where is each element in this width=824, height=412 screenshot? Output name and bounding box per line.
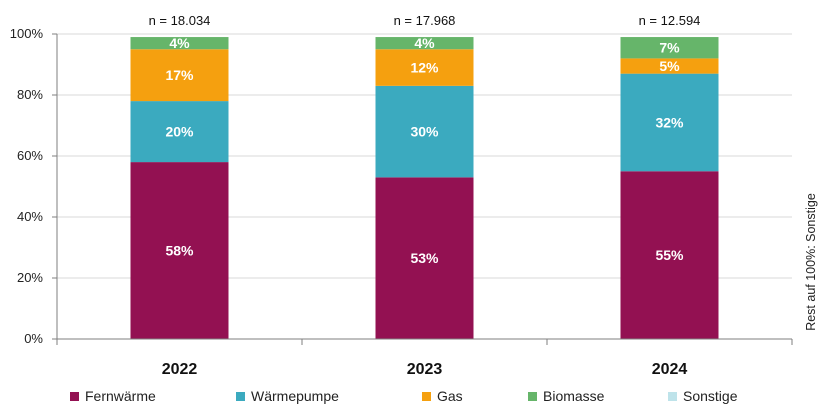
bar-2024-wärmepumpe (620, 73, 719, 172)
x-category-label-2023: 2023 (407, 361, 443, 378)
bar-2023-biomasse (375, 37, 474, 50)
legend-label-biomasse: Biomasse (543, 388, 605, 404)
legend: Fernwärme Wärmepumpe Gas Biomasse Sonstige (70, 388, 738, 404)
y-tick-label-0: 0% (24, 331, 43, 346)
bar-2023-wärmepumpe (375, 85, 474, 178)
data-label-2024-wärmepumpe: 32% (655, 114, 684, 130)
bar-2023-fernwärme (375, 177, 474, 339)
bar-2022-fernwärme (130, 162, 229, 339)
axes (52, 33, 793, 345)
data-label-2023-gas: 12% (410, 60, 439, 76)
data-label-2024-fernwärme: 55% (655, 247, 684, 263)
legend-swatch-gas (422, 392, 431, 401)
bars (130, 37, 719, 339)
legend-label-wärmepumpe: Wärmepumpe (251, 388, 339, 404)
data-label-2022-wärmepumpe: 20% (165, 124, 194, 140)
data-label-2023-wärmepumpe: 30% (410, 124, 439, 140)
legend-label-fernwärme: Fernwärme (85, 388, 156, 404)
sample-size-label-2024: n = 12.594 (639, 13, 701, 28)
bar-2022-gas (130, 49, 229, 102)
data-label-2022-gas: 17% (165, 67, 194, 83)
x-category-label-2022: 2022 (162, 361, 198, 378)
data-label-2022-biomasse: 4% (169, 35, 190, 51)
bar-2023-gas (375, 49, 474, 86)
data-label-2023-fernwärme: 53% (410, 250, 439, 266)
y-tick-label-100: 100% (10, 26, 44, 41)
legend-swatch-biomasse (528, 392, 537, 401)
data-label-2024-gas: 5% (659, 58, 680, 74)
bar-2024-fernwärme (620, 171, 719, 339)
legend-swatch-wärmepumpe (236, 392, 245, 401)
legend-label-sonstige: Sonstige (683, 388, 738, 404)
y-tick-label-40: 40% (17, 209, 43, 224)
sample-size-label-2023: n = 17.968 (394, 13, 456, 28)
y-tick-label-80: 80% (17, 87, 43, 102)
bar-2022-wärmepumpe (130, 101, 229, 163)
legend-label-gas: Gas (437, 388, 463, 404)
sample-size-label-2022: n = 18.034 (149, 13, 211, 28)
data-label-2024-biomasse: 7% (659, 40, 680, 56)
data-label-2023-biomasse: 4% (414, 35, 435, 51)
labels: 0% 20% 40% 60% 80% 100% 58% 20% 17% 4% n = 18.034 2… (10, 13, 701, 378)
legend-swatch-sonstige (668, 392, 677, 401)
bar-2022-biomasse (130, 37, 229, 50)
legend-swatch-fernwärme (70, 392, 79, 401)
side-note-rest-sonstige: Rest auf 100%: Sonstige (804, 193, 818, 331)
y-tick-label-60: 60% (17, 148, 43, 163)
bar-2024-biomasse (620, 37, 719, 59)
data-label-2022-fernwärme: 58% (165, 243, 194, 259)
y-tick-label-20: 20% (17, 270, 43, 285)
x-category-label-2024: 2024 (652, 361, 688, 378)
bar-2024-gas (620, 58, 719, 74)
